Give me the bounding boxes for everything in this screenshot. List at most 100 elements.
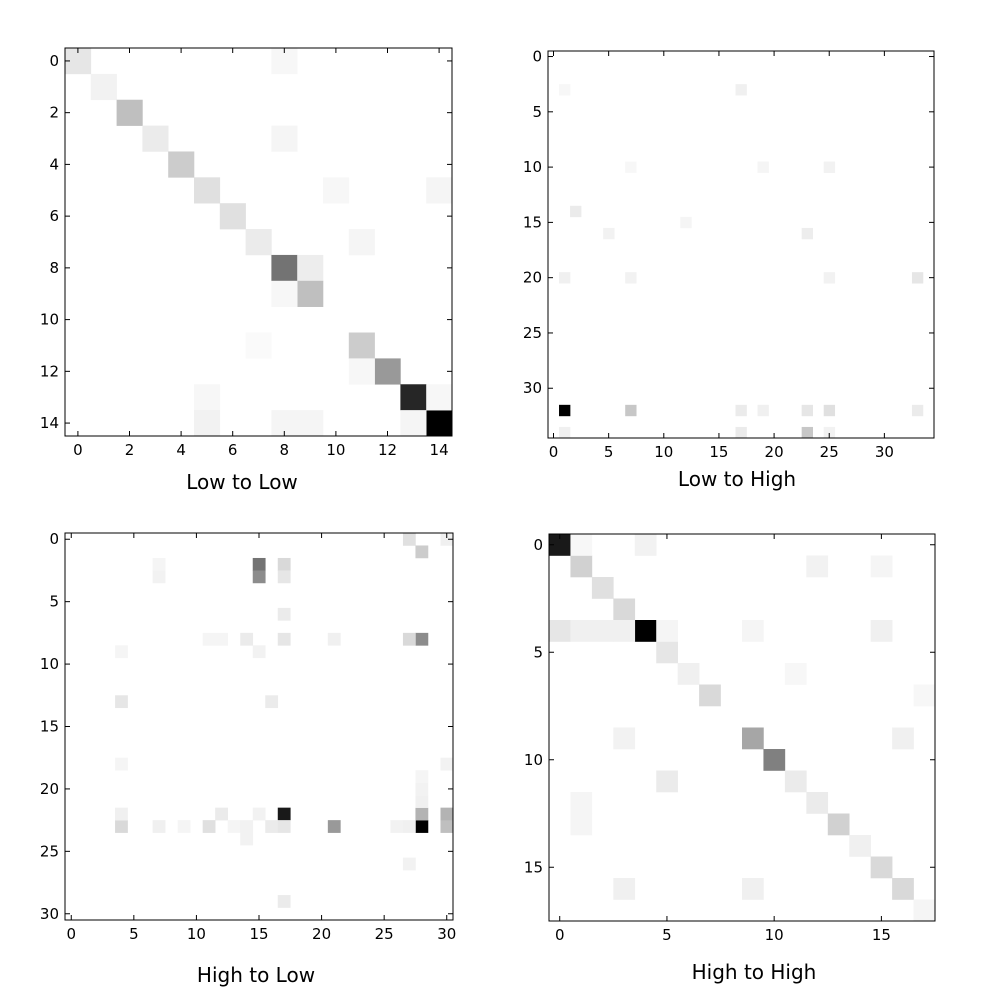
heatmap-cell <box>115 757 128 771</box>
x-tick-label: 2 <box>125 441 135 459</box>
heatmap-cell <box>656 641 678 664</box>
heatmap-cell <box>277 820 291 833</box>
y-tick-label: 14 <box>40 414 59 432</box>
heatmap-cell <box>215 807 229 821</box>
y-tick-label: 5 <box>49 593 59 611</box>
heatmap-cell <box>245 229 272 256</box>
heatmap-cell <box>603 227 615 240</box>
y-tick-label: 2 <box>49 104 59 122</box>
heatmap-cell <box>271 125 298 152</box>
y-tick-label: 30 <box>523 379 542 397</box>
y-tick-label: 20 <box>523 269 542 287</box>
y-tick-label: 10 <box>40 655 59 673</box>
heatmap-cell <box>591 620 614 642</box>
heatmap-cell <box>415 632 429 646</box>
x-tick-label: 10 <box>654 443 673 461</box>
heatmap-cell <box>90 73 117 101</box>
heatmap-cell <box>374 358 401 385</box>
heatmap-cell <box>323 177 350 204</box>
heatmap-cell <box>911 404 924 417</box>
y-tick-label: 6 <box>49 207 59 225</box>
panel-title: High to High <box>692 960 817 984</box>
heatmap-cell <box>570 620 593 642</box>
heatmap-cell <box>390 820 404 833</box>
heatmap-cell <box>277 807 291 821</box>
heatmap-cell <box>735 426 747 439</box>
heatmap-cell <box>625 272 637 284</box>
heatmap-cell <box>177 820 191 833</box>
heatmap-cell <box>827 813 850 836</box>
heatmap-cell <box>277 557 291 571</box>
heatmap-cell <box>265 820 279 833</box>
y-tick-label: 30 <box>40 905 59 923</box>
heatmap-cell <box>570 534 593 556</box>
panel-title: Low to High <box>678 467 796 491</box>
y-tick-label: 5 <box>533 643 543 661</box>
heatmap-cell <box>806 792 829 814</box>
heatmap-cell <box>202 820 216 833</box>
y-tick-label: 0 <box>533 536 543 554</box>
heatmap-cell <box>271 254 298 282</box>
heatmap-cell <box>823 426 836 439</box>
x-tick-label: 25 <box>375 925 394 943</box>
heatmap-cell <box>240 820 254 833</box>
heatmap-cell <box>440 757 454 771</box>
heatmap-cell <box>277 895 291 908</box>
y-tick-label: 10 <box>524 751 543 769</box>
y-tick-label: 8 <box>49 259 59 277</box>
heatmap-cell <box>911 272 924 284</box>
panel-low-to-high: 0 5 10 15 20 25 30 0 5 10 15 20 25 30 Low to High <box>523 48 935 491</box>
x-tick-label: 20 <box>312 925 331 943</box>
heatmap-cell <box>549 534 571 556</box>
x-tick-label: 15 <box>709 443 728 461</box>
heatmap-cell <box>625 404 637 417</box>
heatmap-background <box>548 51 934 438</box>
y-tick-label: 15 <box>524 858 543 876</box>
y-tick-label: 0 <box>532 48 542 66</box>
axes-frame <box>547 50 935 439</box>
x-tick-label: 5 <box>604 443 614 461</box>
heatmap-cell <box>549 620 571 642</box>
heatmap-cell <box>559 272 571 284</box>
heatmap-cell <box>426 177 453 204</box>
heatmap-cell <box>297 280 324 307</box>
x-tick-label: 30 <box>437 925 456 943</box>
heatmap-cell <box>168 151 195 178</box>
x-tick-label: 4 <box>176 441 186 459</box>
x-tick-label: 0 <box>66 925 76 943</box>
heatmap-cell <box>202 632 216 646</box>
x-tick-label: 25 <box>820 443 839 461</box>
heatmap-cell <box>116 99 143 126</box>
heatmap-cell <box>742 878 764 900</box>
heatmap-cell <box>277 607 291 621</box>
panel-low-to-low: 0 2 4 6 8 10 12 14 0 2 4 6 8 10 12 14 Low to Low <box>40 47 453 494</box>
heatmap-cell <box>142 125 169 152</box>
heatmap-cell <box>245 332 272 359</box>
y-tick-label: 5 <box>532 103 542 121</box>
y-tick-label: 10 <box>523 158 542 176</box>
heatmap-cell <box>227 820 241 833</box>
x-tick-label: 30 <box>875 443 894 461</box>
heatmap-cell <box>152 557 166 571</box>
x-tick-label: 5 <box>662 926 672 944</box>
heatmap-cell <box>415 795 429 808</box>
heatmap-cell <box>892 727 914 750</box>
y-tick-label: 20 <box>40 780 59 798</box>
heatmap-cell <box>415 782 429 796</box>
heatmap-cell <box>570 792 593 814</box>
x-tick-label: 10 <box>765 926 784 944</box>
heatmap-cell <box>784 663 807 685</box>
heatmap-cell <box>613 620 636 642</box>
heatmap-cell <box>327 632 341 646</box>
panel-high-to-high: 0 5 10 15 0 5 10 15 High to High <box>524 533 936 984</box>
heatmap-cell <box>570 205 582 218</box>
heatmap-cell <box>415 807 429 821</box>
heatmap-cell <box>735 404 747 417</box>
heatmap-cell <box>265 695 279 709</box>
x-tick-label: 0 <box>73 441 83 459</box>
y-tick-label: 25 <box>523 324 542 342</box>
heatmap-cell <box>849 835 871 857</box>
heatmap-cell <box>115 645 128 659</box>
heatmap-cell <box>735 84 747 96</box>
